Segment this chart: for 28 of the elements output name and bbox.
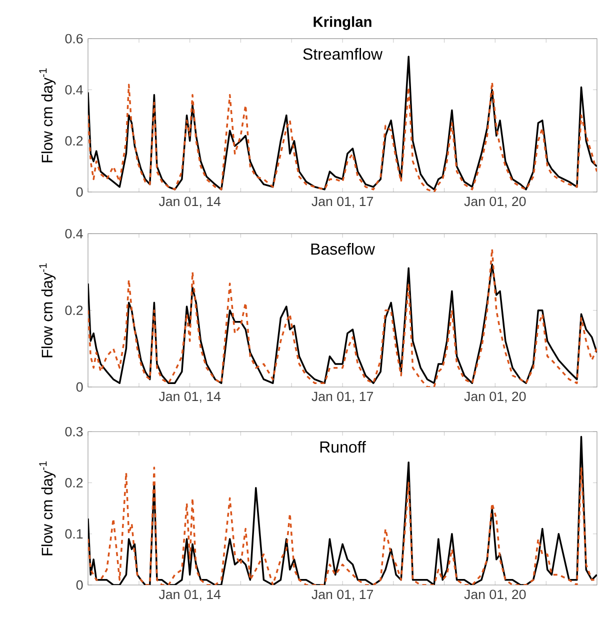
y-tick-label: 0.2 — [65, 136, 83, 146]
y-tick-label: 0.2 — [65, 478, 83, 488]
y-axis-title: Flow cm day$^{-1}$ — [39, 263, 56, 358]
y-tick-label: 0.3 — [65, 426, 83, 436]
y-axis-title: Flow cm day$^{-1}$ — [39, 461, 56, 556]
chart-title: Kringlan — [314, 16, 372, 30]
x-tick-label: Jan 01, 17 — [312, 392, 374, 403]
x-tick-label: Jan 01, 14 — [158, 196, 221, 208]
y-axis-title: Flow cm day$^{-1}$ — [39, 68, 56, 162]
y-tick-label: 0.4 — [65, 85, 83, 94]
y-tick-label: 0 — [76, 580, 83, 590]
chart-subtitle: Streamflow — [303, 48, 383, 60]
y-tick-label: 0.2 — [65, 306, 83, 316]
line-series — [88, 81, 597, 192]
y-tick-label: 0.6 — [65, 34, 83, 44]
chart-subtitle: Baseflow — [311, 242, 375, 255]
y-tick-label: 0 — [76, 382, 83, 392]
x-tick-label: Jan 01, 17 — [312, 590, 374, 601]
y-tick-label: 0 — [76, 187, 83, 197]
x-tick-label: Jan 01, 20 — [464, 392, 526, 403]
x-tick-label: Jan 01, 14 — [158, 392, 221, 403]
x-tick-label: Jan 01, 20 — [464, 196, 526, 208]
y-tick-label: 0.1 — [65, 529, 83, 539]
x-tick-label: Jan 01, 17 — [312, 196, 374, 208]
y-tick-label: 0.4 — [65, 228, 83, 238]
chart-subtitle: Runoff — [320, 440, 366, 453]
x-tick-label: Jan 01, 14 — [158, 590, 221, 601]
x-tick-label: Jan 01, 20 — [464, 590, 526, 601]
